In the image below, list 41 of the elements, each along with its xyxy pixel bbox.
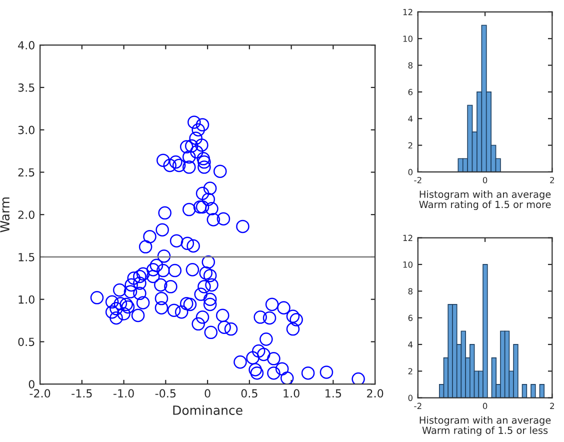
- y-axis-title: Warm: [0, 197, 10, 232]
- y-tick-label: 3.0: [18, 126, 34, 134]
- x-tick-label: 1.5: [326, 389, 342, 398]
- y-tick-label: 3.5: [18, 83, 34, 92]
- x-tick-label: -2.0: [30, 389, 50, 398]
- y-tick-label: 2: [408, 142, 412, 148]
- x-tick-label: 0.5: [241, 389, 258, 398]
- y-tick-label: 2.5: [18, 168, 34, 177]
- x-tick-label: 2.0: [367, 389, 384, 398]
- x-tick-label: 2: [550, 176, 554, 184]
- x-tick-label: 2: [550, 402, 554, 409]
- x-tick-label: 0: [482, 402, 488, 410]
- y-tick-label: 1.5: [18, 253, 34, 262]
- y-tick-label: 12: [403, 234, 412, 241]
- y-tick-label: 1.0: [18, 295, 34, 304]
- y-tick-label: 8: [408, 62, 412, 69]
- y-tick-label: 0: [408, 168, 413, 176]
- x-tick-label: 0: [482, 176, 488, 184]
- y-tick-label: 6: [408, 314, 413, 322]
- x-tick-label: -2: [414, 176, 422, 184]
- y-tick-label: 6: [408, 88, 413, 96]
- y-tick-label: 10: [403, 261, 413, 268]
- y-tick-label: 0: [28, 380, 34, 388]
- y-tick-label: 4: [408, 116, 413, 122]
- x-axis-title: Histogram with an average Warm rating of 1.5 or less: [420, 416, 551, 436]
- x-axis-title: Histogram with an average Warm rating of 1.5 or more: [419, 190, 551, 210]
- x-tick-label: -1.0: [114, 389, 134, 398]
- y-tick-label: 12: [403, 8, 412, 16]
- x-tick-label: -2: [414, 402, 422, 409]
- y-tick-label: 0.5: [18, 338, 34, 346]
- x-axis-title: Dominance: [173, 405, 242, 415]
- x-tick-label: 0: [204, 389, 210, 398]
- y-tick-label: 2: [408, 368, 412, 374]
- y-tick-label: 4.0: [18, 41, 34, 50]
- y-tick-label: 8: [408, 288, 412, 294]
- y-tick-label: 2.0: [18, 210, 34, 219]
- x-tick-label: -0.5: [155, 389, 176, 398]
- x-tick-label: -1.5: [72, 389, 92, 398]
- y-tick-label: 10: [403, 36, 413, 42]
- y-tick-label: 4: [408, 342, 413, 348]
- x-tick-label: 1.0: [284, 389, 300, 398]
